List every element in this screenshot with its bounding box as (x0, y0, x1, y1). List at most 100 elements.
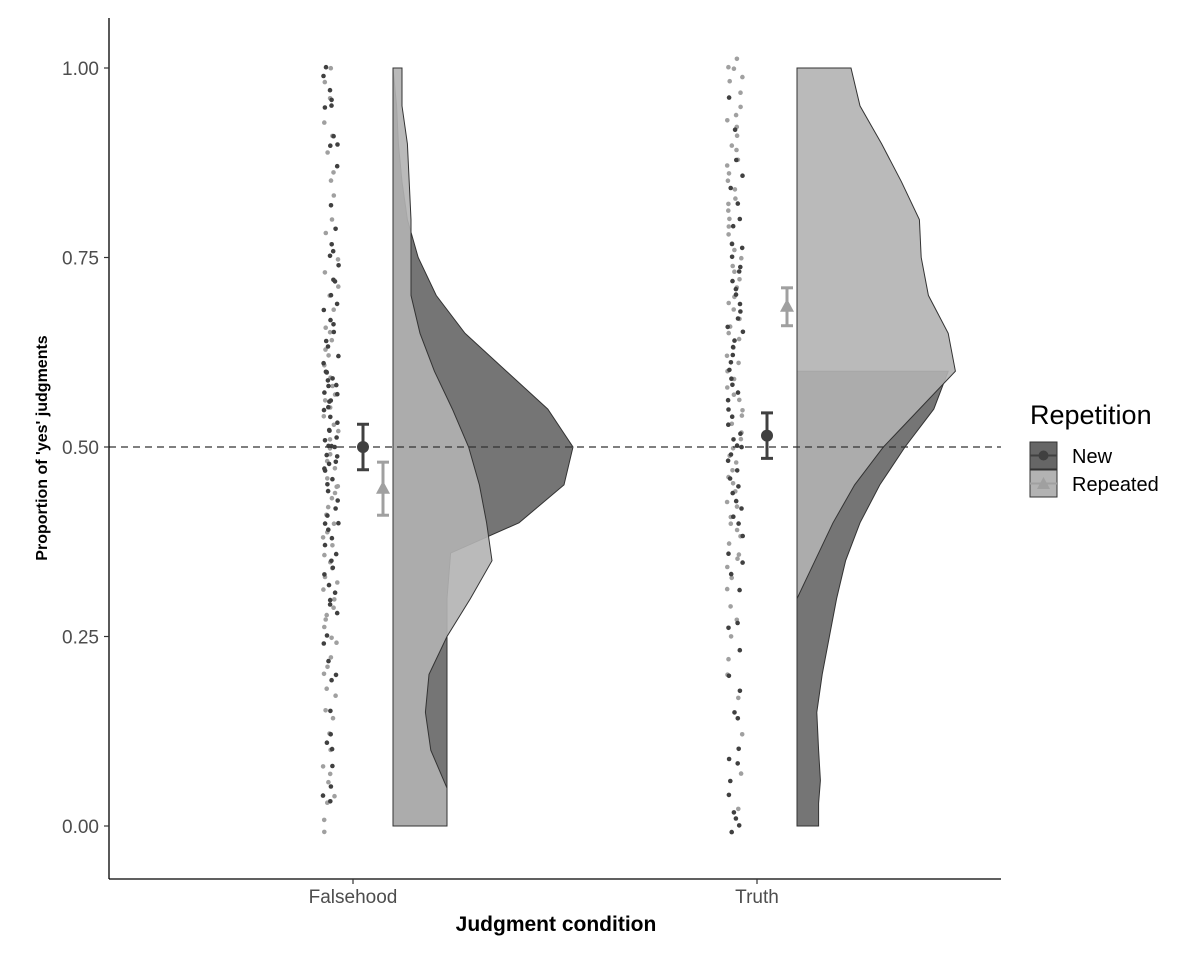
data-point-repeated (325, 150, 330, 155)
data-point-new (735, 620, 740, 626)
data-point-repeated (736, 360, 741, 366)
data-point-repeated (322, 624, 327, 630)
data-point-repeated (726, 541, 732, 546)
data-point-new (730, 223, 736, 229)
data-point-new (740, 173, 745, 178)
data-point-repeated (725, 178, 731, 183)
data-point-new (327, 87, 333, 93)
data-point-new (728, 778, 733, 784)
data-point-new (727, 476, 733, 481)
data-point-new (328, 414, 333, 420)
data-point-new (733, 292, 739, 297)
data-point-repeated (740, 408, 745, 413)
data-point-new (334, 163, 340, 169)
data-point-repeated (737, 277, 742, 282)
data-point-new (732, 338, 737, 343)
data-point-repeated (328, 655, 334, 660)
data-point-new (326, 582, 332, 588)
data-point-new (739, 506, 744, 511)
data-point-new (332, 279, 338, 284)
data-point-repeated (726, 64, 731, 70)
data-point-new (325, 378, 331, 383)
data-point-new (324, 740, 330, 745)
data-point-repeated (323, 325, 329, 331)
data-point-repeated (734, 56, 740, 62)
data-point-repeated (331, 521, 337, 526)
data-point-repeated (321, 671, 327, 677)
data-point-new (740, 533, 745, 539)
data-point-repeated (733, 460, 739, 465)
data-point-repeated (725, 118, 730, 123)
data-point-new (336, 520, 341, 526)
data-point-new (321, 641, 327, 646)
data-point-repeated (325, 504, 331, 510)
data-point-new (330, 565, 336, 571)
data-point-new (735, 316, 741, 321)
data-point-new (326, 461, 332, 467)
data-point-repeated (323, 708, 328, 713)
data-point-new (733, 498, 739, 504)
legend-label-repeated: Repeated (1072, 474, 1159, 496)
data-point-new (326, 427, 332, 433)
data-point-repeated (739, 732, 745, 737)
data-point-new (335, 391, 340, 397)
data-point-new (726, 792, 732, 798)
data-point-repeated (725, 564, 730, 570)
data-point-new (324, 633, 330, 638)
data-point-repeated (325, 664, 330, 670)
data-point-repeated (726, 224, 732, 229)
data-point-repeated (332, 490, 338, 496)
data-point-repeated (335, 257, 341, 262)
data-point-new (739, 444, 744, 450)
data-point-new (329, 242, 335, 247)
data-point-repeated (321, 587, 326, 592)
mean-point-repeated (376, 480, 390, 494)
data-point-repeated (320, 535, 326, 540)
data-point-new (321, 73, 326, 79)
data-point-repeated (324, 612, 330, 618)
data-point-new (328, 708, 333, 714)
data-point-repeated (729, 575, 734, 581)
data-point-new (732, 710, 737, 715)
data-point-new (736, 521, 741, 526)
data-point-repeated (728, 604, 733, 609)
data-point-repeated (331, 193, 337, 198)
data-point-new (726, 756, 732, 762)
data-point-repeated (327, 437, 333, 442)
data-point-repeated (733, 112, 739, 118)
data-point-new (322, 572, 327, 577)
data-point-repeated (727, 78, 732, 84)
data-point-repeated (729, 143, 735, 148)
data-point-repeated (734, 147, 739, 153)
data-point-new (732, 127, 738, 132)
legend-key-new-circle-icon (1038, 450, 1049, 461)
data-point-repeated (736, 806, 741, 812)
data-point-new (729, 829, 734, 835)
data-point-new (730, 382, 735, 388)
y-tick-label: 0.25 (62, 628, 99, 649)
data-point-repeated (732, 187, 738, 192)
data-point-repeated (739, 255, 744, 261)
data-point-repeated (736, 336, 742, 342)
y-tick-label: 0.00 (62, 817, 99, 838)
data-point-repeated (324, 686, 330, 691)
data-point-new (738, 309, 743, 314)
data-point-new (335, 420, 340, 426)
data-point-new (736, 269, 742, 274)
axes: 0.00 0.25 0.50 0.75 1.00 Falsehood Truth (62, 18, 1001, 908)
data-point-new (331, 322, 336, 327)
data-point-repeated (728, 634, 734, 639)
data-point-new (737, 587, 742, 593)
data-point-repeated (330, 383, 335, 389)
data-point-new (740, 560, 745, 565)
data-point-repeated (322, 829, 327, 835)
data-point-new (333, 551, 339, 557)
mean-point-new (761, 429, 773, 442)
data-point-repeated (736, 695, 741, 701)
legend-label-new: New (1072, 446, 1113, 468)
data-point-new (729, 376, 734, 382)
data-point-repeated (724, 163, 730, 168)
data-point-repeated (726, 330, 731, 336)
data-point-new (736, 484, 741, 489)
